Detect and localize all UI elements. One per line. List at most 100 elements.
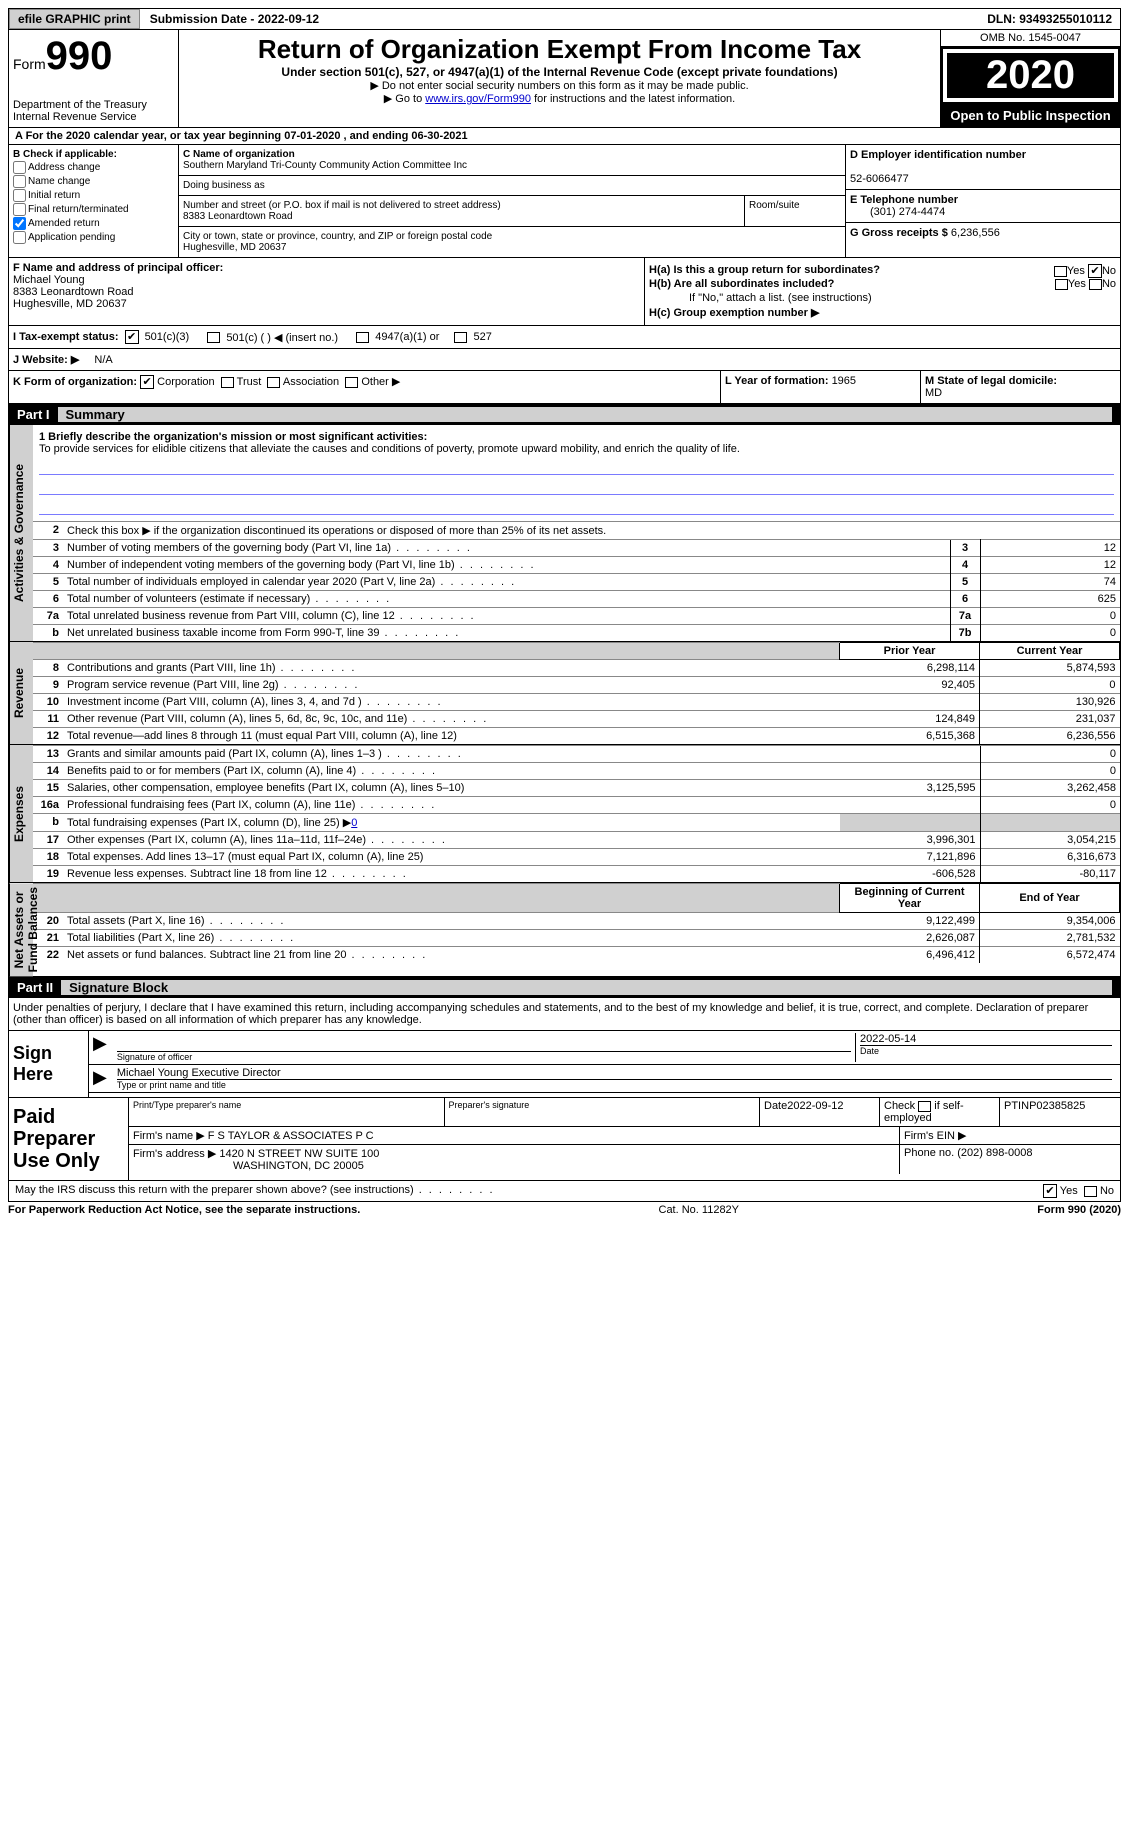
prep-ptin-cell: PTINP02385825 (1000, 1098, 1120, 1126)
footer-right: Form 990 (2020) (1037, 1204, 1121, 1216)
name-address-block: C Name of organization Southern Maryland… (179, 145, 845, 257)
prep-date: 2022-09-12 (787, 1100, 843, 1112)
h-a: H(a) Is this a group return for subordin… (649, 264, 1116, 276)
k-corp: Corporation (157, 376, 214, 388)
form-of-org: K Form of organization: Corporation Trus… (9, 371, 720, 403)
discuss-yes-box[interactable] (1043, 1184, 1057, 1198)
self-employed-box[interactable] (918, 1101, 931, 1112)
chk-final-return[interactable]: Final return/terminated (13, 203, 174, 216)
efile-button[interactable]: efile GRAPHIC print (9, 9, 140, 29)
discuss-yes: Yes (1060, 1185, 1078, 1197)
prep-name-cell[interactable]: Print/Type preparer's name (129, 1098, 445, 1126)
city-cell: City or town, state or province, country… (179, 227, 845, 257)
city-value: Hughesville, MD 20637 (183, 242, 286, 253)
form-subtitle: Under section 501(c), 527, or 4947(a)(1)… (183, 65, 936, 79)
omb-number: OMB No. 1545-0047 (941, 30, 1120, 47)
table-row: 17Other expenses (Part IX, column (A), l… (33, 832, 1120, 849)
table-row: 7aTotal unrelated business revenue from … (33, 608, 1120, 625)
hb-no-box[interactable] (1089, 279, 1102, 290)
name-arrow-icon: ▶ (93, 1067, 113, 1090)
signature-section: Under penalties of perjury, I declare th… (8, 998, 1121, 1098)
k-trust-box[interactable] (221, 377, 234, 388)
self-employed-text: Check (884, 1100, 918, 1112)
revenue-section: Revenue Prior YearCurrent Year 8Contribu… (8, 642, 1121, 745)
i-501c-box[interactable] (207, 332, 220, 343)
note2-prefix: Go to (395, 93, 425, 105)
tax-exempt-status: I Tax-exempt status: 501(c)(3) 501(c) ( … (8, 326, 1121, 349)
irs-link[interactable]: www.irs.gov/Form990 (425, 93, 531, 105)
dba-cell: Doing business as (179, 176, 845, 196)
ha-yes-box[interactable] (1054, 266, 1067, 277)
i-4947-box[interactable] (356, 332, 369, 343)
chk-name-change[interactable]: Name change (13, 175, 174, 188)
chk-label: Amended return (28, 218, 100, 229)
officer-name: Michael Young (13, 274, 85, 286)
k-trust: Trust (237, 376, 262, 388)
officer-signature-cell[interactable]: Signature of officer (113, 1033, 856, 1062)
m-value: MD (925, 387, 942, 399)
end-year-header: End of Year (980, 884, 1120, 913)
line-2: 2 Check this box ▶ if the organization d… (33, 522, 1120, 540)
table-row: 6Total number of volunteers (estimate if… (33, 591, 1120, 608)
hb-text: H(b) Are all subordinates included? (649, 278, 834, 290)
org-name-cell: C Name of organization Southern Maryland… (179, 145, 845, 175)
chk-label: Address change (28, 162, 100, 173)
part1-title: Summary (58, 407, 1112, 422)
table-row: 20Total assets (Part X, line 16)9,122,49… (33, 913, 1120, 930)
table-row: 21Total liabilities (Part X, line 26)2,6… (33, 930, 1120, 947)
preparer-row2: Firm's name ▶ F S TAYLOR & ASSOCIATES P … (129, 1127, 1120, 1145)
chk-initial-return[interactable]: Initial return (13, 189, 174, 202)
submission-label-text: Submission Date - (150, 12, 258, 26)
m-label: M State of legal domicile: (925, 375, 1057, 387)
j-label: J Website: ▶ (13, 353, 79, 366)
discuss-no-box[interactable] (1084, 1186, 1097, 1197)
i-4947: 4947(a)(1) or (375, 331, 439, 343)
phone-cell: E Telephone number (301) 274-4474 (846, 190, 1120, 223)
table-row: 13Grants and similar amounts paid (Part … (33, 746, 1120, 763)
col-d-e-g: D Employer identification number 52-6066… (845, 145, 1120, 257)
officer-sig-label: Signature of officer (117, 1051, 851, 1062)
website-row: J Website: ▶ N/A (8, 349, 1121, 371)
group-return: H(a) Is this a group return for subordin… (645, 258, 1120, 325)
table-row: 3Number of voting members of the governi… (33, 540, 1120, 557)
officer-addr2: Hughesville, MD 20637 (13, 298, 127, 310)
sig-date-cell: 2022-05-14 Date (856, 1033, 1116, 1062)
j-value: N/A (94, 354, 112, 366)
table-row: 14Benefits paid to or for members (Part … (33, 763, 1120, 780)
chk-application-pending[interactable]: Application pending (13, 231, 174, 244)
hc-text: H(c) Group exemption number ▶ (649, 307, 819, 319)
i-501c3: 501(c)(3) (145, 331, 190, 343)
k-corp-box[interactable] (140, 375, 154, 389)
i-label: I Tax-exempt status: (13, 331, 119, 343)
side-expenses: Expenses (9, 745, 33, 882)
footer-mid: Cat. No. 11282Y (360, 1204, 1037, 1216)
inspection-notice: Open to Public Inspection (941, 104, 1120, 127)
k-assoc-box[interactable] (267, 377, 280, 388)
entity-info: B Check if applicable: Address change Na… (8, 145, 1121, 257)
prep-sig-cell[interactable]: Preparer's signature (445, 1098, 761, 1126)
preparer-row1: Print/Type preparer's name Preparer's si… (129, 1098, 1120, 1127)
ha-no-box[interactable] (1088, 264, 1102, 278)
preparer-section: Paid Preparer Use Only Print/Type prepar… (8, 1098, 1121, 1181)
officer-group-row: F Name and address of principal officer:… (8, 257, 1121, 326)
hb-yes-box[interactable] (1055, 279, 1068, 290)
discuss-no: No (1100, 1185, 1114, 1197)
i-501c3-box[interactable] (125, 330, 139, 344)
chk-address-change[interactable]: Address change (13, 161, 174, 174)
form-number: 990 (46, 34, 113, 78)
hb-yes: Yes (1068, 278, 1086, 290)
mission-block: 1 Briefly describe the organization's mi… (33, 425, 1120, 521)
fundraising-link[interactable]: 0 (351, 817, 357, 829)
k-other-box[interactable] (345, 377, 358, 388)
mission-text: To provide services for elidible citizen… (39, 443, 740, 455)
h-b: H(b) Are all subordinates included? Yes … (649, 278, 1116, 290)
chk-amended-return[interactable]: Amended return (13, 217, 174, 230)
firm-addr1: 1420 N STREET NW SUITE 100 (219, 1148, 379, 1160)
ruled-line (39, 499, 1114, 515)
section-b-label: B Check if applicable: (13, 149, 117, 160)
i-527-box[interactable] (454, 332, 467, 343)
expenses-table: 13Grants and similar amounts paid (Part … (33, 745, 1120, 882)
signer-name: Michael Young Executive Director (117, 1067, 1112, 1079)
prep-date-cell: Date2022-09-12 (760, 1098, 880, 1126)
name-title-label: Type or print name and title (117, 1079, 1112, 1090)
